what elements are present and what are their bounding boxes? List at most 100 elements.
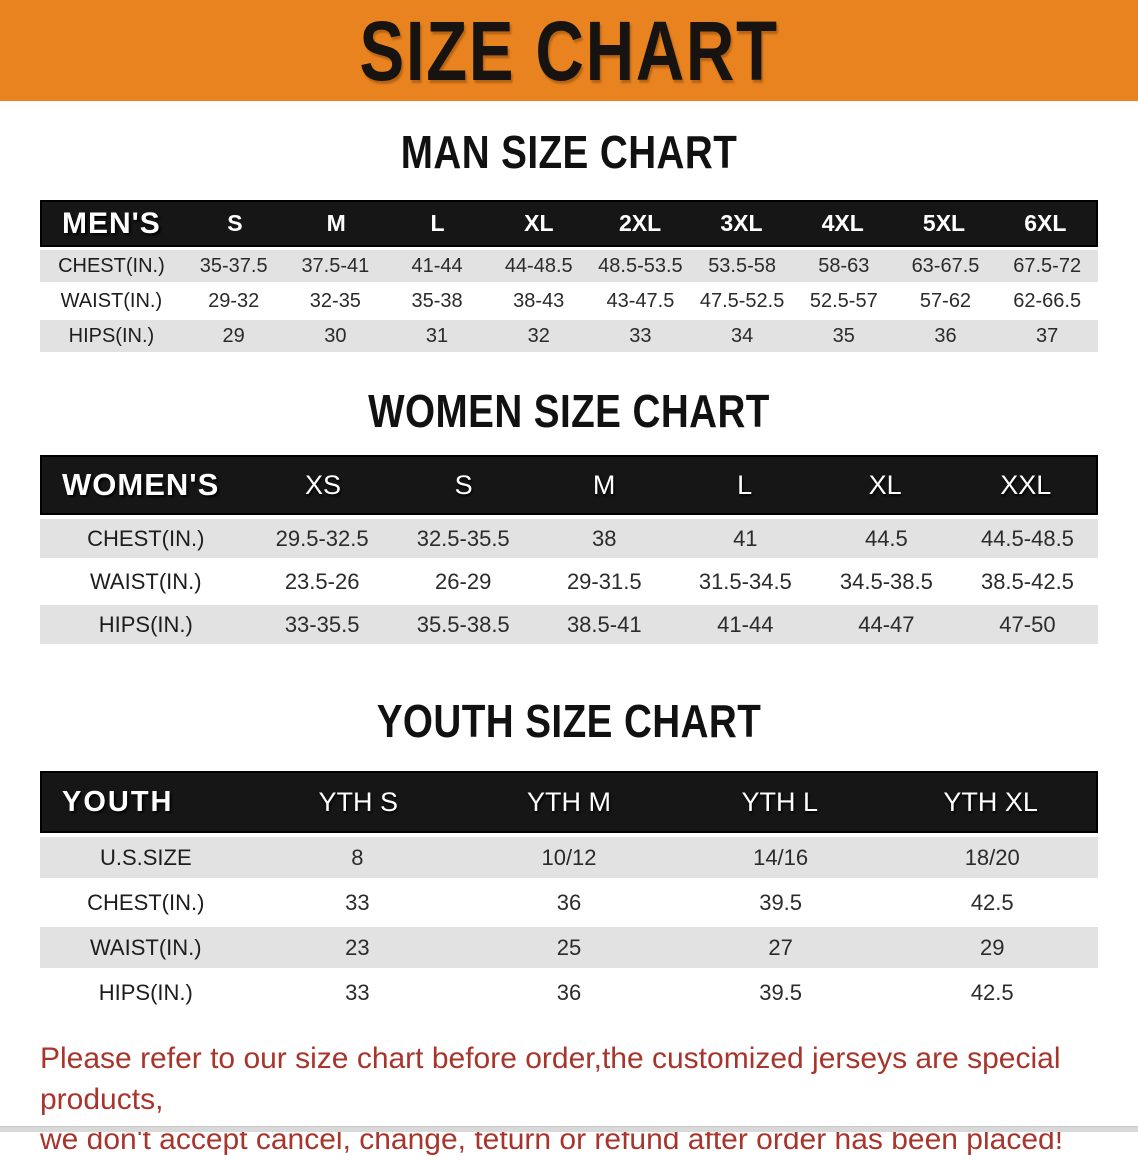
size-column-header: M — [326, 210, 346, 236]
row-value: 44-48.5 — [504, 254, 573, 277]
row-value: 27 — [768, 934, 793, 960]
row-value: 41-44 — [411, 254, 463, 277]
row-value: 62-66.5 — [1013, 289, 1082, 312]
banner: SIZE CHART — [0, 0, 1138, 101]
size-column-header: L — [737, 469, 753, 500]
row-value: 33 — [345, 889, 370, 915]
row-value: 32-35 — [309, 289, 361, 312]
row-value: 38.5-42.5 — [980, 568, 1074, 594]
size-column-header: 2XL — [619, 210, 662, 236]
row-value: 52.5-57 — [809, 289, 878, 312]
row-value: 47.5-52.5 — [699, 289, 785, 312]
table-row: HIPS(IN.) 29 30 31 32 33 34 35 36 37 — [40, 320, 1098, 352]
women-section-title: WOMEN SIZE CHART — [368, 385, 770, 437]
row-label: CHEST(IN.) — [87, 889, 205, 915]
disclaimer-line1: Please refer to our size chart before or… — [40, 1042, 1061, 1116]
row-value: 57-62 — [919, 289, 972, 312]
row-value: 31.5-34.5 — [698, 568, 792, 594]
row-value: 48.5-53.5 — [598, 254, 683, 277]
row-value: 29 — [979, 934, 1005, 960]
women-size-table: WOMEN'S XS S M L XL XXL CHEST(IN.) 29.5-32.5 32.5… — [40, 455, 1098, 644]
row-value: 14/16 — [753, 844, 809, 870]
disclaimer-text: Please refer to our size chart before or… — [40, 1039, 1118, 1161]
table-row: WAIST(IN.) 29-32 32-35 35-38 38-43 43-47.5 47.… — [40, 285, 1098, 317]
row-value: 29.5-32.5 — [275, 525, 369, 551]
table-row: WAIST(IN.) 23.5-26 26-29 29-31.5 31.5-34.5 34… — [40, 562, 1098, 601]
row-value: 34 — [730, 324, 754, 347]
size-column-header: 5XL — [922, 210, 966, 236]
row-value: 39.5 — [759, 889, 803, 915]
table-header-row: MEN'S S M L XL 2XL 3XL 4XL 5XL 6XL — [40, 200, 1098, 247]
size-column-header: 4XL — [821, 210, 864, 236]
row-value: 47-50 — [999, 611, 1056, 637]
row-value: 43-47.5 — [606, 289, 675, 312]
row-value: 42.5 — [970, 979, 1014, 1005]
table-header-label: YOUTH — [62, 785, 174, 818]
row-value: 29-32 — [208, 289, 260, 312]
row-value: 33 — [345, 979, 370, 1005]
row-value: 38 — [592, 525, 617, 551]
size-column-header: XL — [868, 469, 902, 500]
row-value: 8 — [351, 844, 364, 870]
row-value: 26-29 — [435, 568, 492, 594]
youth-size-table: YOUTH YTH S YTH M YTH L YTH XL U.S.SIZE 8 10/12… — [40, 771, 1098, 1013]
size-column-header: S — [454, 469, 473, 500]
men-size-table: MEN'S S M L XL 2XL 3XL 4XL 5XL 6XL CHEST(IN.) 35-37… — [40, 200, 1098, 352]
men-section-title: MAN SIZE CHART — [400, 126, 738, 178]
row-value: 35 — [832, 324, 855, 347]
size-column-header: XL — [524, 210, 554, 236]
table-row: HIPS(IN.) 33-35.5 35.5-38.5 38.5-41 41-44 44-… — [40, 605, 1098, 644]
row-value: 38-43 — [513, 289, 565, 312]
row-label: U.S.SIZE — [99, 844, 192, 870]
size-column-header: XXL — [1000, 469, 1052, 500]
row-value: 33 — [629, 324, 652, 347]
row-value: 36 — [934, 324, 957, 347]
row-value: 37.5-41 — [301, 254, 370, 277]
table-row: WAIST(IN.) 23 25 27 29 — [40, 927, 1098, 968]
table-row: U.S.SIZE 8 10/12 14/16 18/20 — [40, 837, 1098, 878]
size-column-header: S — [227, 210, 243, 236]
row-value: 67.5-72 — [1013, 254, 1082, 277]
banner-title: SIZE CHART — [359, 3, 779, 98]
row-value: 44-47 — [858, 611, 915, 637]
row-value: 58-63 — [818, 254, 870, 277]
row-value: 32 — [527, 324, 550, 347]
table-header-label: WOMEN'S — [62, 467, 220, 502]
row-value: 41 — [733, 525, 758, 551]
row-value: 33-35.5 — [284, 611, 360, 637]
row-value: 35.5-38.5 — [416, 611, 510, 637]
size-column-header: YTH L — [741, 786, 819, 817]
row-value: 42.5 — [970, 889, 1014, 915]
table-row: CHEST(IN.) 29.5-32.5 32.5-35.5 38 41 44.5 44.5… — [40, 519, 1098, 558]
size-column-header: L — [430, 210, 445, 236]
row-value: 53.5-58 — [708, 254, 777, 277]
size-column-header: M — [592, 469, 616, 500]
row-value: 31 — [425, 324, 449, 347]
size-column-header: YTH XL — [943, 786, 1038, 817]
row-label: HIPS(IN.) — [68, 324, 155, 347]
row-label: WAIST(IN.) — [60, 289, 163, 312]
table-header-row: YOUTH YTH S YTH M YTH L YTH XL — [40, 771, 1098, 833]
youth-section-title: YOUTH SIZE CHART — [376, 695, 762, 747]
row-value: 44.5 — [864, 525, 908, 551]
row-value: 25 — [556, 934, 582, 960]
row-value: 32.5-35.5 — [416, 525, 510, 551]
size-column-header: 3XL — [720, 210, 763, 236]
size-column-header: YTH S — [318, 786, 398, 817]
row-value: 29 — [222, 324, 245, 347]
row-label: CHEST(IN.) — [58, 254, 165, 277]
row-value: 23 — [345, 934, 370, 960]
row-value: 35-38 — [411, 289, 463, 312]
row-value: 36 — [556, 979, 582, 1005]
table-row: CHEST(IN.) 35-37.5 37.5-41 41-44 44-48.5 48.5… — [40, 250, 1098, 282]
table-row: HIPS(IN.) 33 36 39.5 42.5 — [40, 972, 1098, 1013]
bottom-edge-strip — [0, 1126, 1138, 1132]
row-value: 37 — [1036, 324, 1059, 347]
table-header-label: MEN'S — [62, 206, 161, 240]
row-value: 29-31.5 — [566, 568, 642, 594]
table-row: CHEST(IN.) 33 36 39.5 42.5 — [40, 882, 1098, 923]
row-value: 10/12 — [541, 844, 597, 870]
row-value: 35-37.5 — [199, 254, 268, 277]
row-value: 41-44 — [717, 611, 774, 637]
size-column-header: XS — [305, 469, 342, 500]
